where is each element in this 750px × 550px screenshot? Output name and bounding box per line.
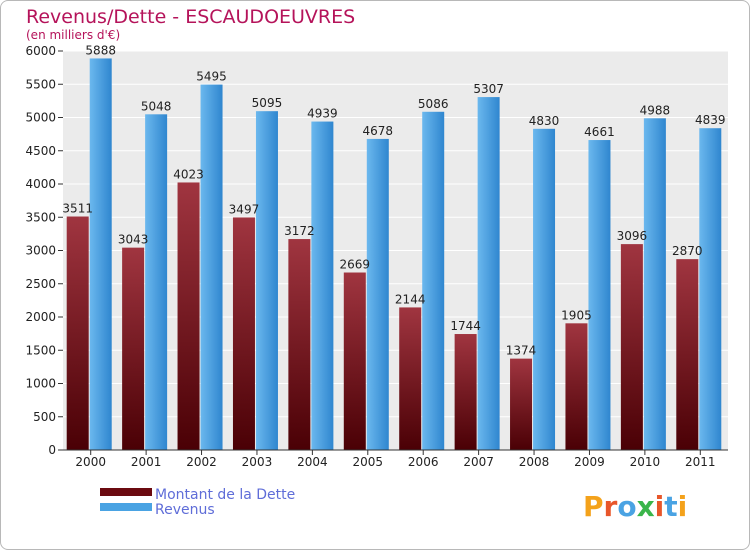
bars <box>66 58 722 451</box>
bar-debt-label: 2144 <box>395 292 426 306</box>
proxiti-logo: Proxiti <box>583 490 687 523</box>
y-tick-label: 5000 <box>25 111 56 125</box>
y-tick-label: 3500 <box>25 210 56 224</box>
y-tick-label: 500 <box>33 410 56 424</box>
bar-debt <box>66 216 89 450</box>
y-tick-label: 1000 <box>25 377 56 391</box>
x-tick-label: 2009 <box>574 455 605 469</box>
bar-debt <box>676 259 699 450</box>
logo-text: Proxiti <box>583 490 687 523</box>
bar-revenue-label: 4939 <box>307 107 338 121</box>
x-tick-label: 2006 <box>408 455 439 469</box>
bar-debt-label: 1744 <box>450 319 481 333</box>
bar-debt <box>343 272 366 450</box>
x-tick-label: 2011 <box>685 455 716 469</box>
y-tick-label: 4500 <box>25 144 56 158</box>
bar-debt <box>399 307 422 450</box>
x-tick-label: 2008 <box>519 455 550 469</box>
bar-revenue <box>145 114 168 451</box>
bar-revenue <box>588 140 611 450</box>
x-tick-label: 2010 <box>630 455 661 469</box>
bar-revenue <box>366 138 389 450</box>
bar-debt <box>122 247 145 450</box>
bar-revenue <box>89 58 112 451</box>
value-labels: 3511 5888 3043 5048 4023 5495 3497 5095 3172 4939… <box>62 43 725 357</box>
legend-label-debt: Montant de la Dette <box>155 487 295 503</box>
gridlines <box>63 50 728 451</box>
bar-revenue <box>422 111 445 450</box>
bar-debt-label: 3172 <box>284 224 315 238</box>
bar-debt-label: 3497 <box>229 202 260 216</box>
bar-debt-label: 4023 <box>173 167 204 181</box>
legend-swatch-revenue <box>100 503 152 511</box>
y-tick-label: 0 <box>48 443 56 457</box>
chart-subtitle: (en milliers d'€) <box>26 28 120 42</box>
bar-revenue <box>643 118 666 450</box>
bar-revenue-label: 4678 <box>363 124 394 138</box>
legend: Montant de la Dette Revenus <box>100 487 295 518</box>
y-tick-label: 5500 <box>25 77 56 91</box>
bar-revenue <box>533 128 556 450</box>
bar-revenue-label: 5095 <box>252 96 283 110</box>
bar-debt <box>232 217 255 450</box>
bar-revenue <box>699 128 722 451</box>
bar-debt <box>620 244 643 450</box>
bar-revenue-label: 5086 <box>418 97 449 111</box>
bar-revenue <box>200 84 223 451</box>
y-tick-label: 2500 <box>25 277 56 291</box>
legend-label-revenue: Revenus <box>155 502 215 518</box>
bar-revenue-label: 5307 <box>473 82 504 96</box>
y-tick-label: 2000 <box>25 310 56 324</box>
x-axis-ticks: 2000 2001 2002 2003 2004 2005 2006 2007 2008 2009… <box>75 450 716 469</box>
bar-revenue-label: 5495 <box>196 70 227 84</box>
bar-debt-label: 3043 <box>118 233 149 247</box>
bar-revenue-label: 4839 <box>695 113 726 127</box>
x-tick-label: 2000 <box>75 455 106 469</box>
y-tick-label: 3000 <box>25 244 56 258</box>
bar-debt-label: 2870 <box>672 244 703 258</box>
chart-title: Revenus/Dette - ESCAUDOEUVRES <box>26 6 355 28</box>
bar-revenue-label: 4988 <box>640 103 671 117</box>
bar-debt-label: 1905 <box>561 308 592 322</box>
x-tick-label: 2001 <box>131 455 162 469</box>
legend-swatch-debt <box>100 488 152 496</box>
bar-revenue <box>255 111 278 451</box>
y-tick-label: 6000 <box>25 44 56 58</box>
x-tick-label: 2003 <box>242 455 273 469</box>
y-tick-label: 1500 <box>25 343 56 357</box>
bar-revenue-label: 5888 <box>85 43 116 57</box>
bar-debt-label: 2669 <box>340 258 371 272</box>
bar-debt <box>510 358 533 450</box>
bar-revenue-label: 4661 <box>584 125 615 139</box>
x-tick-label: 2004 <box>297 455 328 469</box>
bar-revenue <box>311 121 334 450</box>
x-tick-label: 2002 <box>186 455 217 469</box>
y-tick-label: 4000 <box>25 177 56 191</box>
bar-debt-label: 3096 <box>617 229 648 243</box>
bar-debt-label: 3511 <box>62 202 93 216</box>
y-axis-ticks: 0 500 1000 1500 2000 2500 3000 3500 4000 4500 5000… <box>25 44 63 457</box>
bar-debt <box>565 323 588 450</box>
bar-debt <box>177 182 200 450</box>
bar-debt <box>454 334 477 450</box>
bar-debt-label: 1374 <box>506 344 537 358</box>
x-tick-label: 2005 <box>353 455 384 469</box>
bar-revenue-label: 4830 <box>529 114 560 128</box>
bar-debt <box>288 239 311 450</box>
bar-revenue <box>477 97 500 450</box>
x-tick-label: 2007 <box>463 455 494 469</box>
bar-revenue-label: 5048 <box>141 99 172 113</box>
